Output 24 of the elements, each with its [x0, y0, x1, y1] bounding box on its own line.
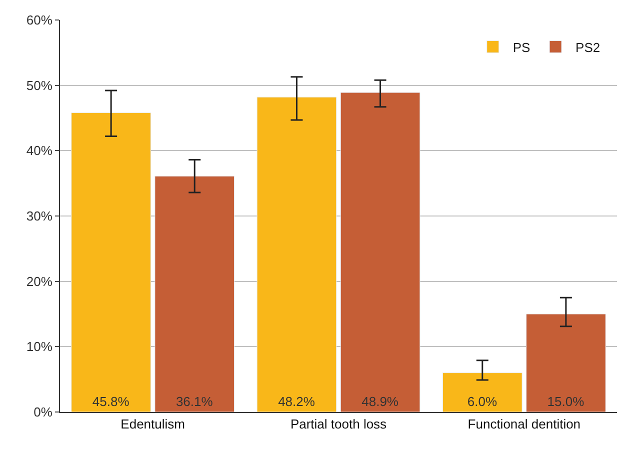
- bar: [526, 314, 606, 412]
- data-label: 15.0%: [547, 394, 585, 409]
- y-tick-label: 20%: [26, 274, 53, 289]
- y-tick-label: 0%: [34, 404, 53, 420]
- bar: [442, 372, 522, 412]
- bar: [154, 176, 235, 412]
- x-tick-label: Functional dentition: [468, 416, 581, 432]
- legend-label: PS: [512, 40, 531, 55]
- y-tick-label: 60%: [26, 12, 53, 28]
- x-tick-label: Partial tooth loss: [290, 416, 388, 432]
- y-tick-label: 10%: [26, 339, 53, 354]
- y-tick-label: 30%: [26, 208, 53, 224]
- data-label: 45.8%: [92, 394, 130, 409]
- bar: [71, 112, 151, 412]
- data-label: 36.1%: [176, 394, 214, 409]
- y-tick-label: 40%: [26, 143, 53, 158]
- y-tick-label: 50%: [26, 78, 53, 93]
- data-label: 48.9%: [362, 394, 399, 409]
- bar: [256, 96, 337, 412]
- x-tick-label: Edentulism: [120, 416, 185, 432]
- legend-label: PS2: [576, 40, 600, 55]
- data-label: 6.0%: [467, 394, 498, 409]
- bar: [340, 92, 420, 412]
- data-label: 48.2%: [278, 394, 316, 409]
